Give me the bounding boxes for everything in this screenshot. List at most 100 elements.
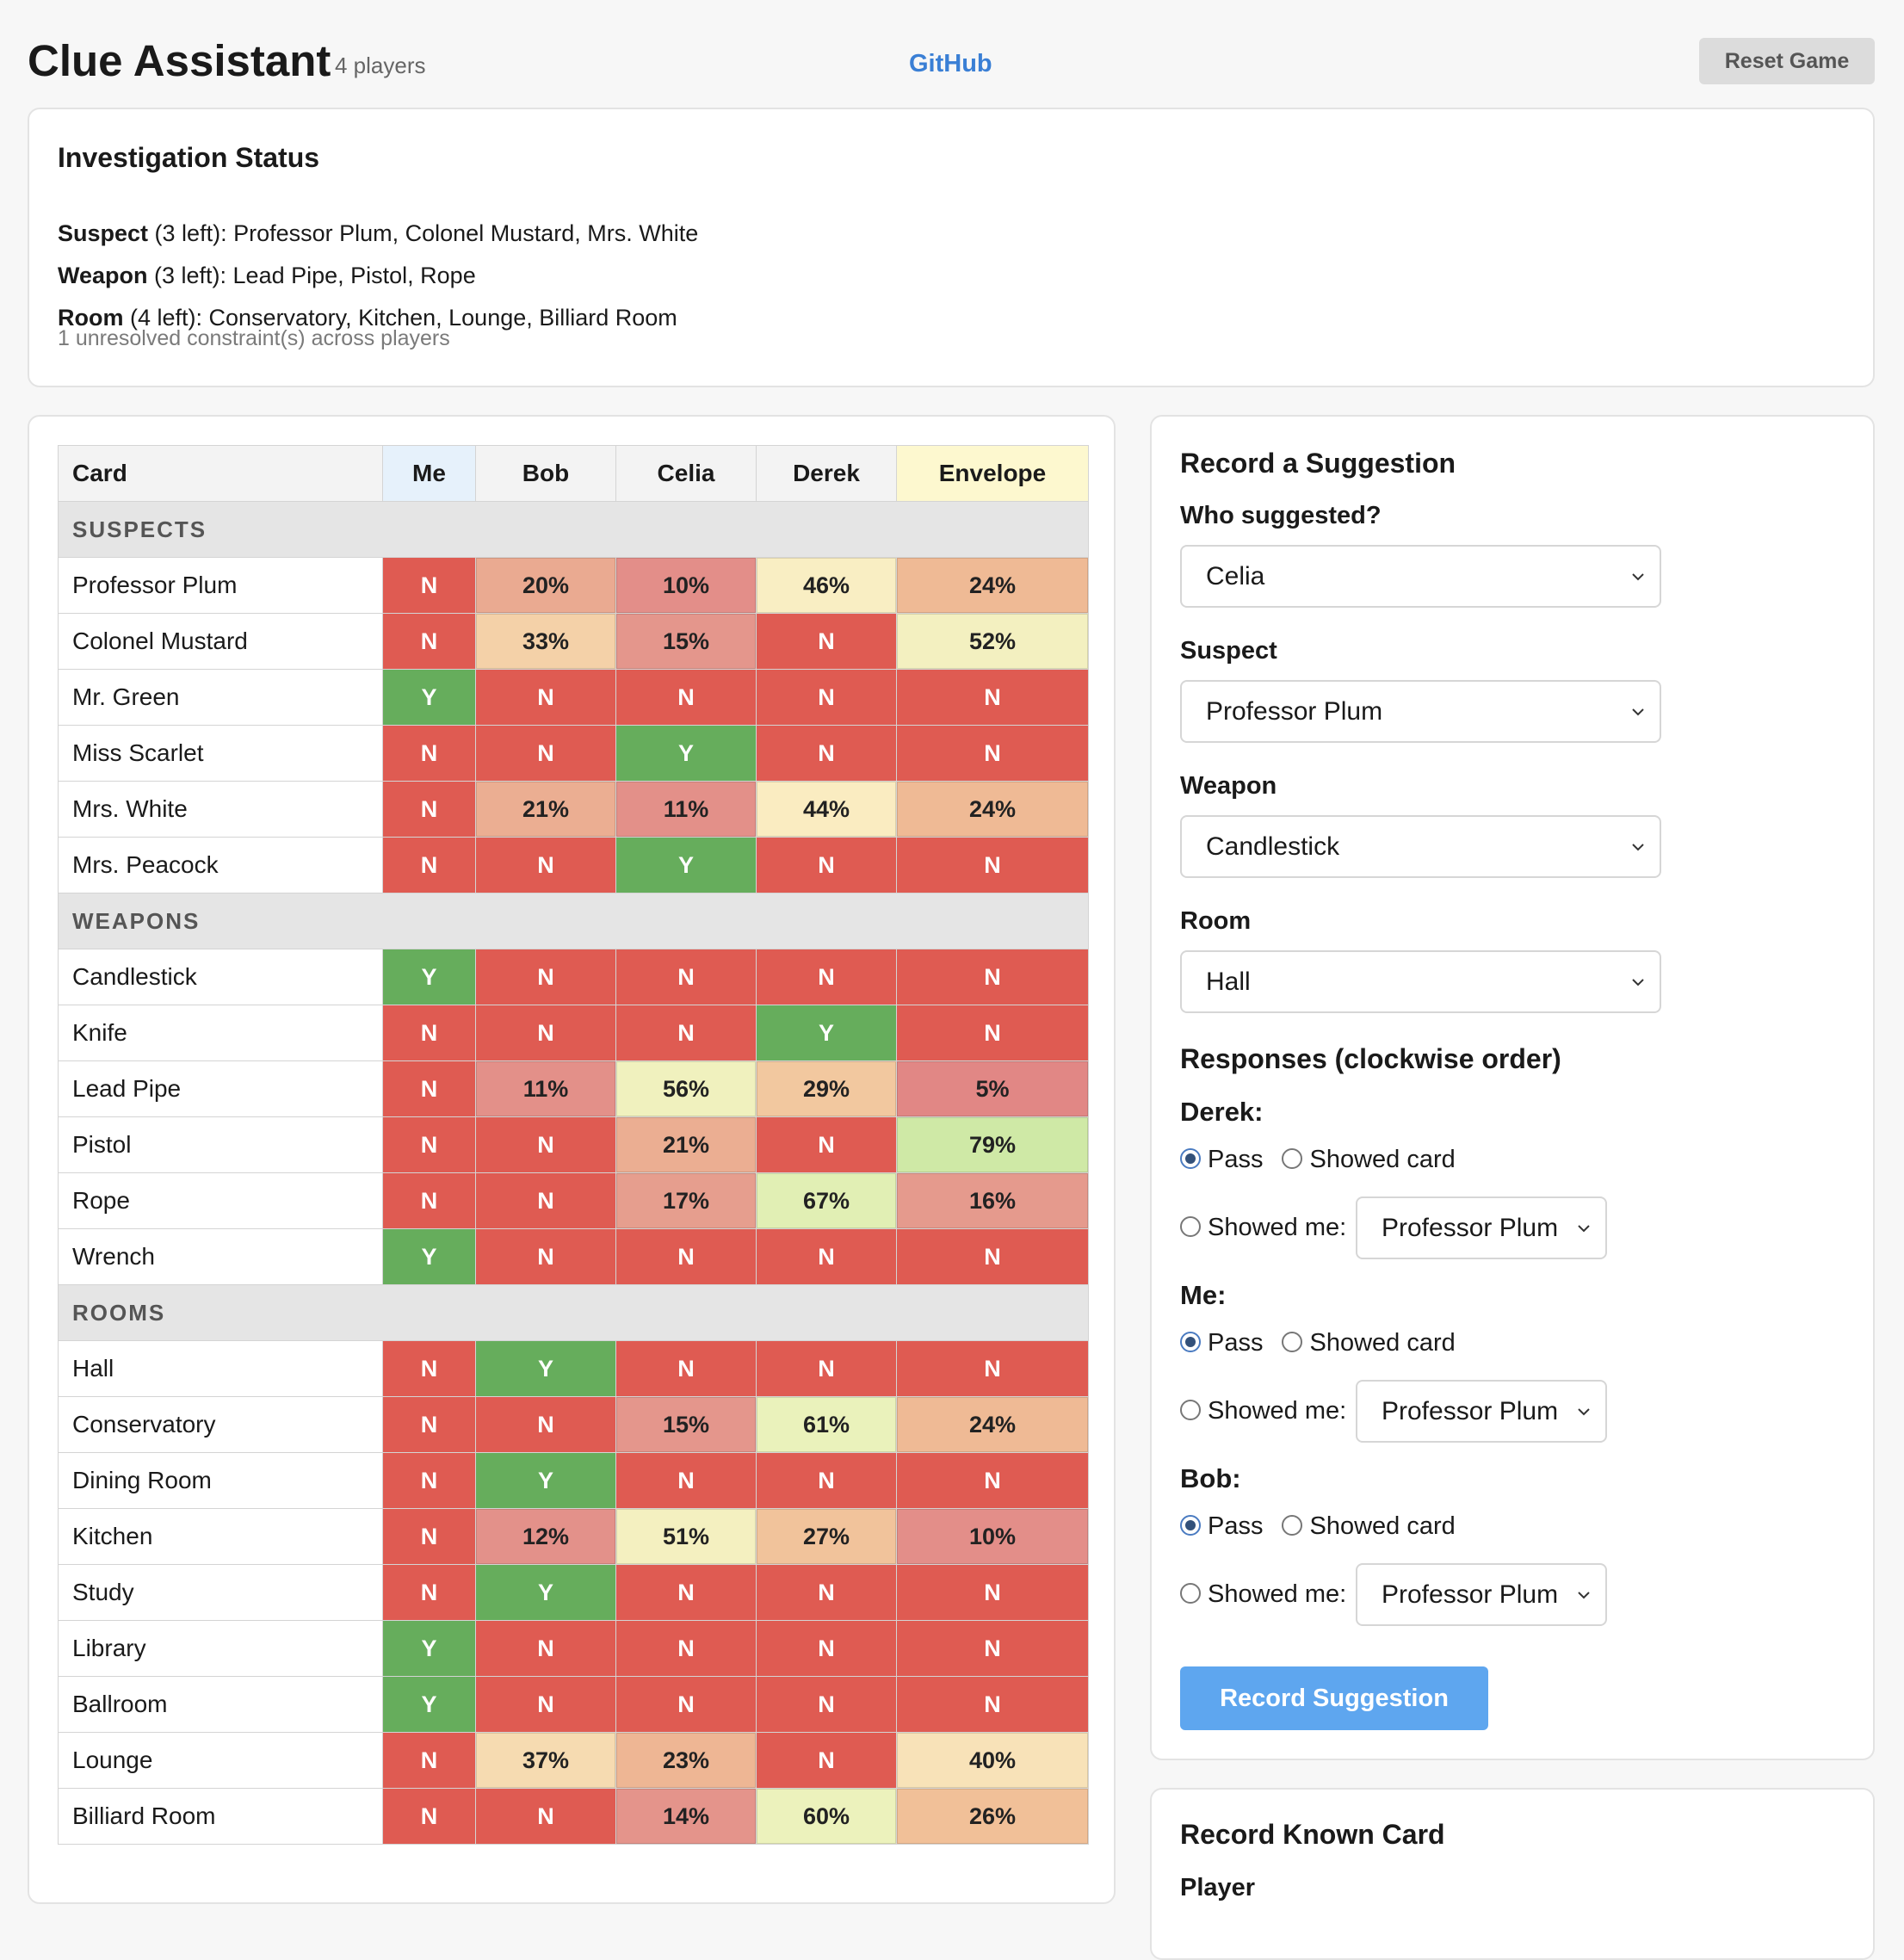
cell-envelope[interactable]: N [896,1340,1089,1397]
pass-option[interactable]: Pass [1180,1326,1263,1360]
cell-bob[interactable]: N [475,1620,616,1677]
cell-me[interactable]: N [382,613,476,670]
cell-envelope[interactable]: N [896,725,1089,782]
cell-me[interactable]: N [382,1060,476,1117]
cell-bob[interactable]: N [475,837,616,893]
showed-card-option[interactable]: Showed card [1282,1326,1456,1360]
cell-derek[interactable]: N [756,613,897,670]
github-link[interactable]: GitHub [909,50,992,77]
cell-envelope[interactable]: 16% [896,1172,1089,1229]
cell-bob[interactable]: N [475,1396,616,1453]
cell-celia[interactable]: 56% [615,1060,757,1117]
cell-envelope[interactable]: 24% [896,781,1089,838]
showed-card-select[interactable]: Professor Plum [1356,1196,1607,1259]
cell-bob[interactable]: Y [475,1564,616,1621]
cell-derek[interactable]: N [756,1732,897,1789]
cell-celia[interactable]: N [615,1620,757,1677]
cell-me[interactable]: Y [382,1620,476,1677]
cell-envelope[interactable]: 24% [896,1396,1089,1453]
cell-bob[interactable]: Y [475,1340,616,1397]
cell-derek[interactable]: N [756,1228,897,1285]
cell-bob[interactable]: N [475,725,616,782]
cell-celia[interactable]: Y [615,725,757,782]
cell-bob[interactable]: 12% [475,1508,616,1565]
cell-derek[interactable]: 60% [756,1788,897,1845]
radio-selected-icon[interactable] [1180,1332,1201,1353]
cell-me[interactable]: N [382,837,476,893]
cell-celia[interactable]: N [615,1005,757,1061]
record-suggestion-button[interactable]: Record Suggestion [1180,1666,1488,1730]
radio-icon[interactable] [1282,1515,1303,1536]
cell-bob[interactable]: 11% [475,1060,616,1117]
radio-icon[interactable] [1180,1583,1201,1604]
radio-icon[interactable] [1180,1216,1201,1238]
cell-celia[interactable]: N [615,1452,757,1509]
cell-celia[interactable]: 15% [615,1396,757,1453]
cell-derek[interactable]: N [756,669,897,726]
showed-card-option[interactable]: Showed card [1282,1142,1456,1177]
cell-celia[interactable]: N [615,669,757,726]
radio-icon[interactable] [1180,1400,1201,1421]
cell-me[interactable]: Y [382,1676,476,1733]
cell-celia[interactable]: Y [615,837,757,893]
radio-icon[interactable] [1282,1148,1303,1170]
cell-bob[interactable]: 33% [475,613,616,670]
cell-derek[interactable]: 61% [756,1396,897,1453]
cell-celia[interactable]: 51% [615,1508,757,1565]
cell-bob[interactable]: N [475,1228,616,1285]
cell-envelope[interactable]: N [896,1228,1089,1285]
showed-me-option[interactable]: Showed me: [1180,1380,1361,1443]
cell-derek[interactable]: 67% [756,1172,897,1229]
room-select[interactable]: Hall [1180,950,1661,1013]
showed-card-select[interactable]: Professor Plum [1356,1563,1607,1626]
cell-derek[interactable]: 29% [756,1060,897,1117]
cell-derek[interactable]: N [756,725,897,782]
cell-bob[interactable]: N [475,1116,616,1173]
cell-celia[interactable]: 23% [615,1732,757,1789]
cell-derek[interactable]: N [756,1620,897,1677]
cell-derek[interactable]: N [756,1676,897,1733]
cell-envelope[interactable]: N [896,837,1089,893]
cell-derek[interactable]: 46% [756,557,897,614]
cell-me[interactable]: N [382,1564,476,1621]
cell-me[interactable]: N [382,725,476,782]
cell-celia[interactable]: N [615,1228,757,1285]
cell-me[interactable]: N [382,1396,476,1453]
cell-me[interactable]: Y [382,1228,476,1285]
cell-envelope[interactable]: 52% [896,613,1089,670]
cell-bob[interactable]: Y [475,1452,616,1509]
cell-envelope[interactable]: N [896,1564,1089,1621]
cell-derek[interactable]: Y [756,1005,897,1061]
cell-bob[interactable]: N [475,1788,616,1845]
cell-celia[interactable]: N [615,1676,757,1733]
cell-celia[interactable]: 21% [615,1116,757,1173]
cell-me[interactable]: N [382,1452,476,1509]
cell-envelope[interactable]: 40% [896,1732,1089,1789]
pass-option[interactable]: Pass [1180,1142,1263,1177]
cell-envelope[interactable]: N [896,949,1089,1005]
who-suggested-select[interactable]: Celia [1180,545,1661,608]
cell-bob[interactable]: 20% [475,557,616,614]
cell-derek[interactable]: N [756,1452,897,1509]
cell-envelope[interactable]: 24% [896,557,1089,614]
cell-me[interactable]: Y [382,669,476,726]
cell-envelope[interactable]: N [896,1005,1089,1061]
reset-game-button[interactable]: Reset Game [1699,38,1875,84]
cell-me[interactable]: N [382,557,476,614]
cell-celia[interactable]: 11% [615,781,757,838]
cell-envelope[interactable]: N [896,669,1089,726]
cell-envelope[interactable]: 10% [896,1508,1089,1565]
cell-me[interactable]: Y [382,949,476,1005]
cell-me[interactable]: N [382,1508,476,1565]
cell-me[interactable]: N [382,1116,476,1173]
showed-card-select[interactable]: Professor Plum [1356,1380,1607,1443]
cell-me[interactable]: N [382,1005,476,1061]
cell-bob[interactable]: 21% [475,781,616,838]
cell-derek[interactable]: N [756,1564,897,1621]
cell-envelope[interactable]: N [896,1676,1089,1733]
cell-celia[interactable]: 15% [615,613,757,670]
showed-me-option[interactable]: Showed me: [1180,1196,1361,1259]
cell-derek[interactable]: N [756,949,897,1005]
radio-selected-icon[interactable] [1180,1515,1201,1536]
cell-me[interactable]: N [382,1172,476,1229]
